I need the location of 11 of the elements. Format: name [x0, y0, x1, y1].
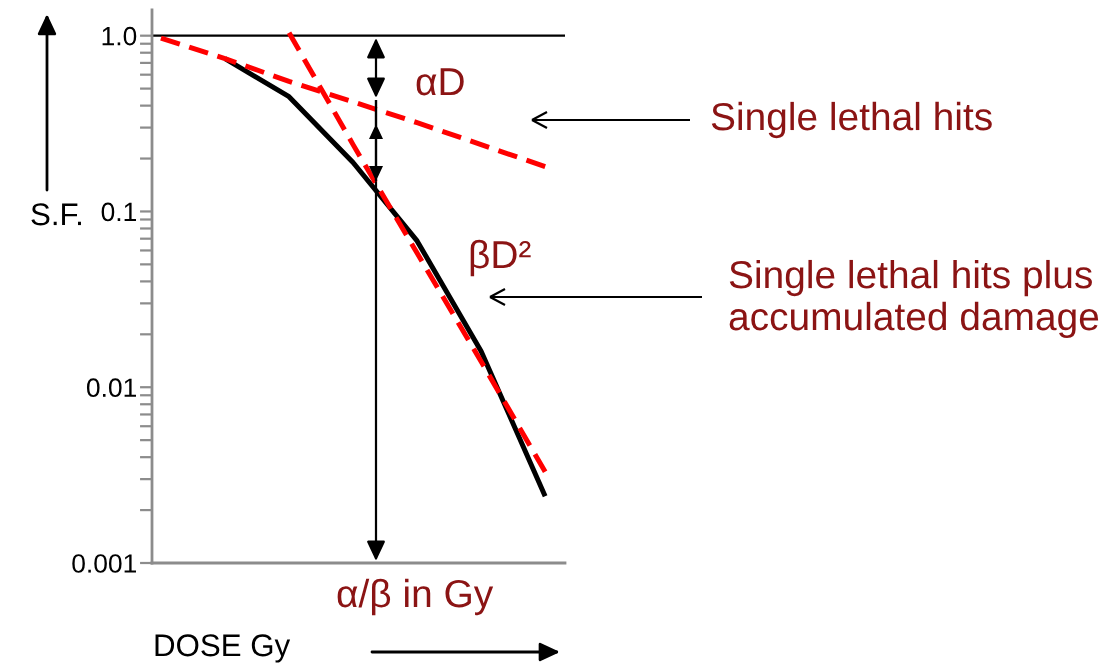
text: Single lethal hits [711, 101, 992, 139]
y-tick-label: 0.01 [86, 378, 136, 398]
y-tick-label: 1.0 [102, 26, 137, 46]
x-axis-title: DOSE Gy [155, 634, 291, 663]
text: α/β in Gy [337, 578, 494, 616]
annotation: αD [416, 68, 464, 96]
annotation: βD² [470, 239, 531, 277]
text: Single lethal hits plus accumulated damage [729, 259, 1099, 339]
y-tick-label: 0.1 [101, 202, 136, 222]
y-tick-label: 0.001 [72, 554, 136, 573]
y-axis-title: S.F. [31, 203, 81, 226]
